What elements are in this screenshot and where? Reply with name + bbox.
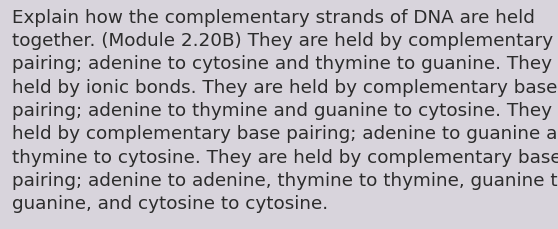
Text: Explain how the complementary strands of DNA are held
together. (Module 2.20B) T: Explain how the complementary strands of…	[12, 9, 558, 212]
